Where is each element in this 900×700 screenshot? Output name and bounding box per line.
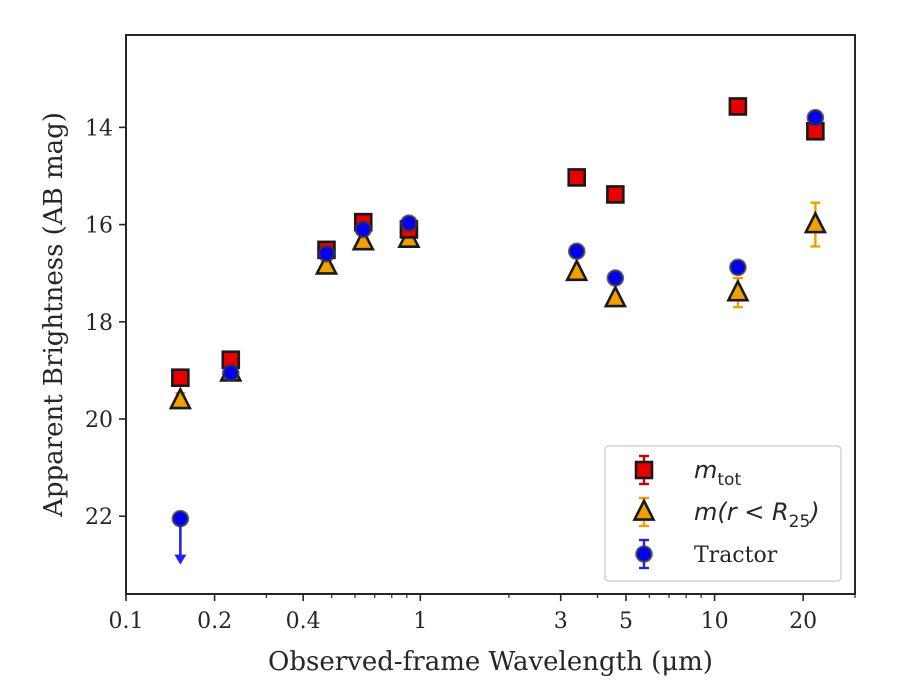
data-point (221, 364, 240, 382)
data-point (400, 214, 418, 232)
y-tick-label: 14 (85, 116, 113, 141)
data-point (354, 220, 373, 239)
tick-layer: 0.1 0.2 0.4 1 3 5 10 20 14 16 18 20 22 (85, 116, 856, 634)
x-tick-label: 0.1 (109, 609, 144, 634)
data-point (314, 251, 339, 275)
data-point (168, 386, 192, 410)
series-m-r25 (168, 201, 827, 410)
data-point (565, 258, 589, 282)
x-tick-label: 0.2 (197, 609, 232, 634)
y-tick-label: 22 (85, 505, 113, 530)
x-tick-label: 3 (554, 609, 568, 634)
y-tick-label: 18 (85, 311, 113, 336)
y-axis-title: Apparent Brightness (AB mag) (39, 112, 69, 518)
series-tractor (171, 108, 825, 565)
data-point (351, 227, 375, 251)
series-mtot (171, 97, 825, 387)
y-tick-label: 20 (85, 408, 113, 433)
series-layer (168, 97, 827, 565)
data-point (317, 244, 336, 263)
legend-box (604, 445, 842, 582)
legend-label-m-r25: m(r < R25) (694, 498, 820, 532)
data-point (606, 269, 625, 287)
plot-frame (125, 34, 856, 595)
x-tick-label: 5 (619, 609, 633, 634)
data-point (603, 284, 627, 308)
data-point (726, 278, 750, 302)
legend-label-tractor: Tractor (694, 543, 778, 568)
data-point (729, 258, 747, 277)
legend-marker-mtot (634, 454, 654, 486)
legend-label-mtot: mtot (694, 456, 741, 490)
data-point (171, 368, 190, 387)
legend-marker-tractor (635, 538, 653, 570)
x-tick-label: 0.4 (286, 609, 321, 634)
x-tick-label: 10 (701, 609, 729, 634)
data-point (728, 97, 748, 116)
x-tick-label: 20 (789, 609, 817, 634)
x-axis-title: Observed-frame Wavelength (μm) (268, 647, 713, 677)
data-point (606, 185, 625, 204)
data-point (171, 509, 190, 528)
legend-markers (632, 454, 656, 570)
y-tick-label: 16 (85, 214, 113, 239)
upper-limit-arrowhead (174, 554, 187, 565)
data-point (803, 210, 827, 234)
legend: mtot m(r < R25) Tractor (604, 445, 842, 582)
legend-marker-m-r25 (632, 496, 656, 528)
x-tick-label: 1 (413, 609, 427, 634)
data-point (567, 242, 586, 261)
data-point (806, 108, 825, 127)
data-point (567, 168, 587, 187)
